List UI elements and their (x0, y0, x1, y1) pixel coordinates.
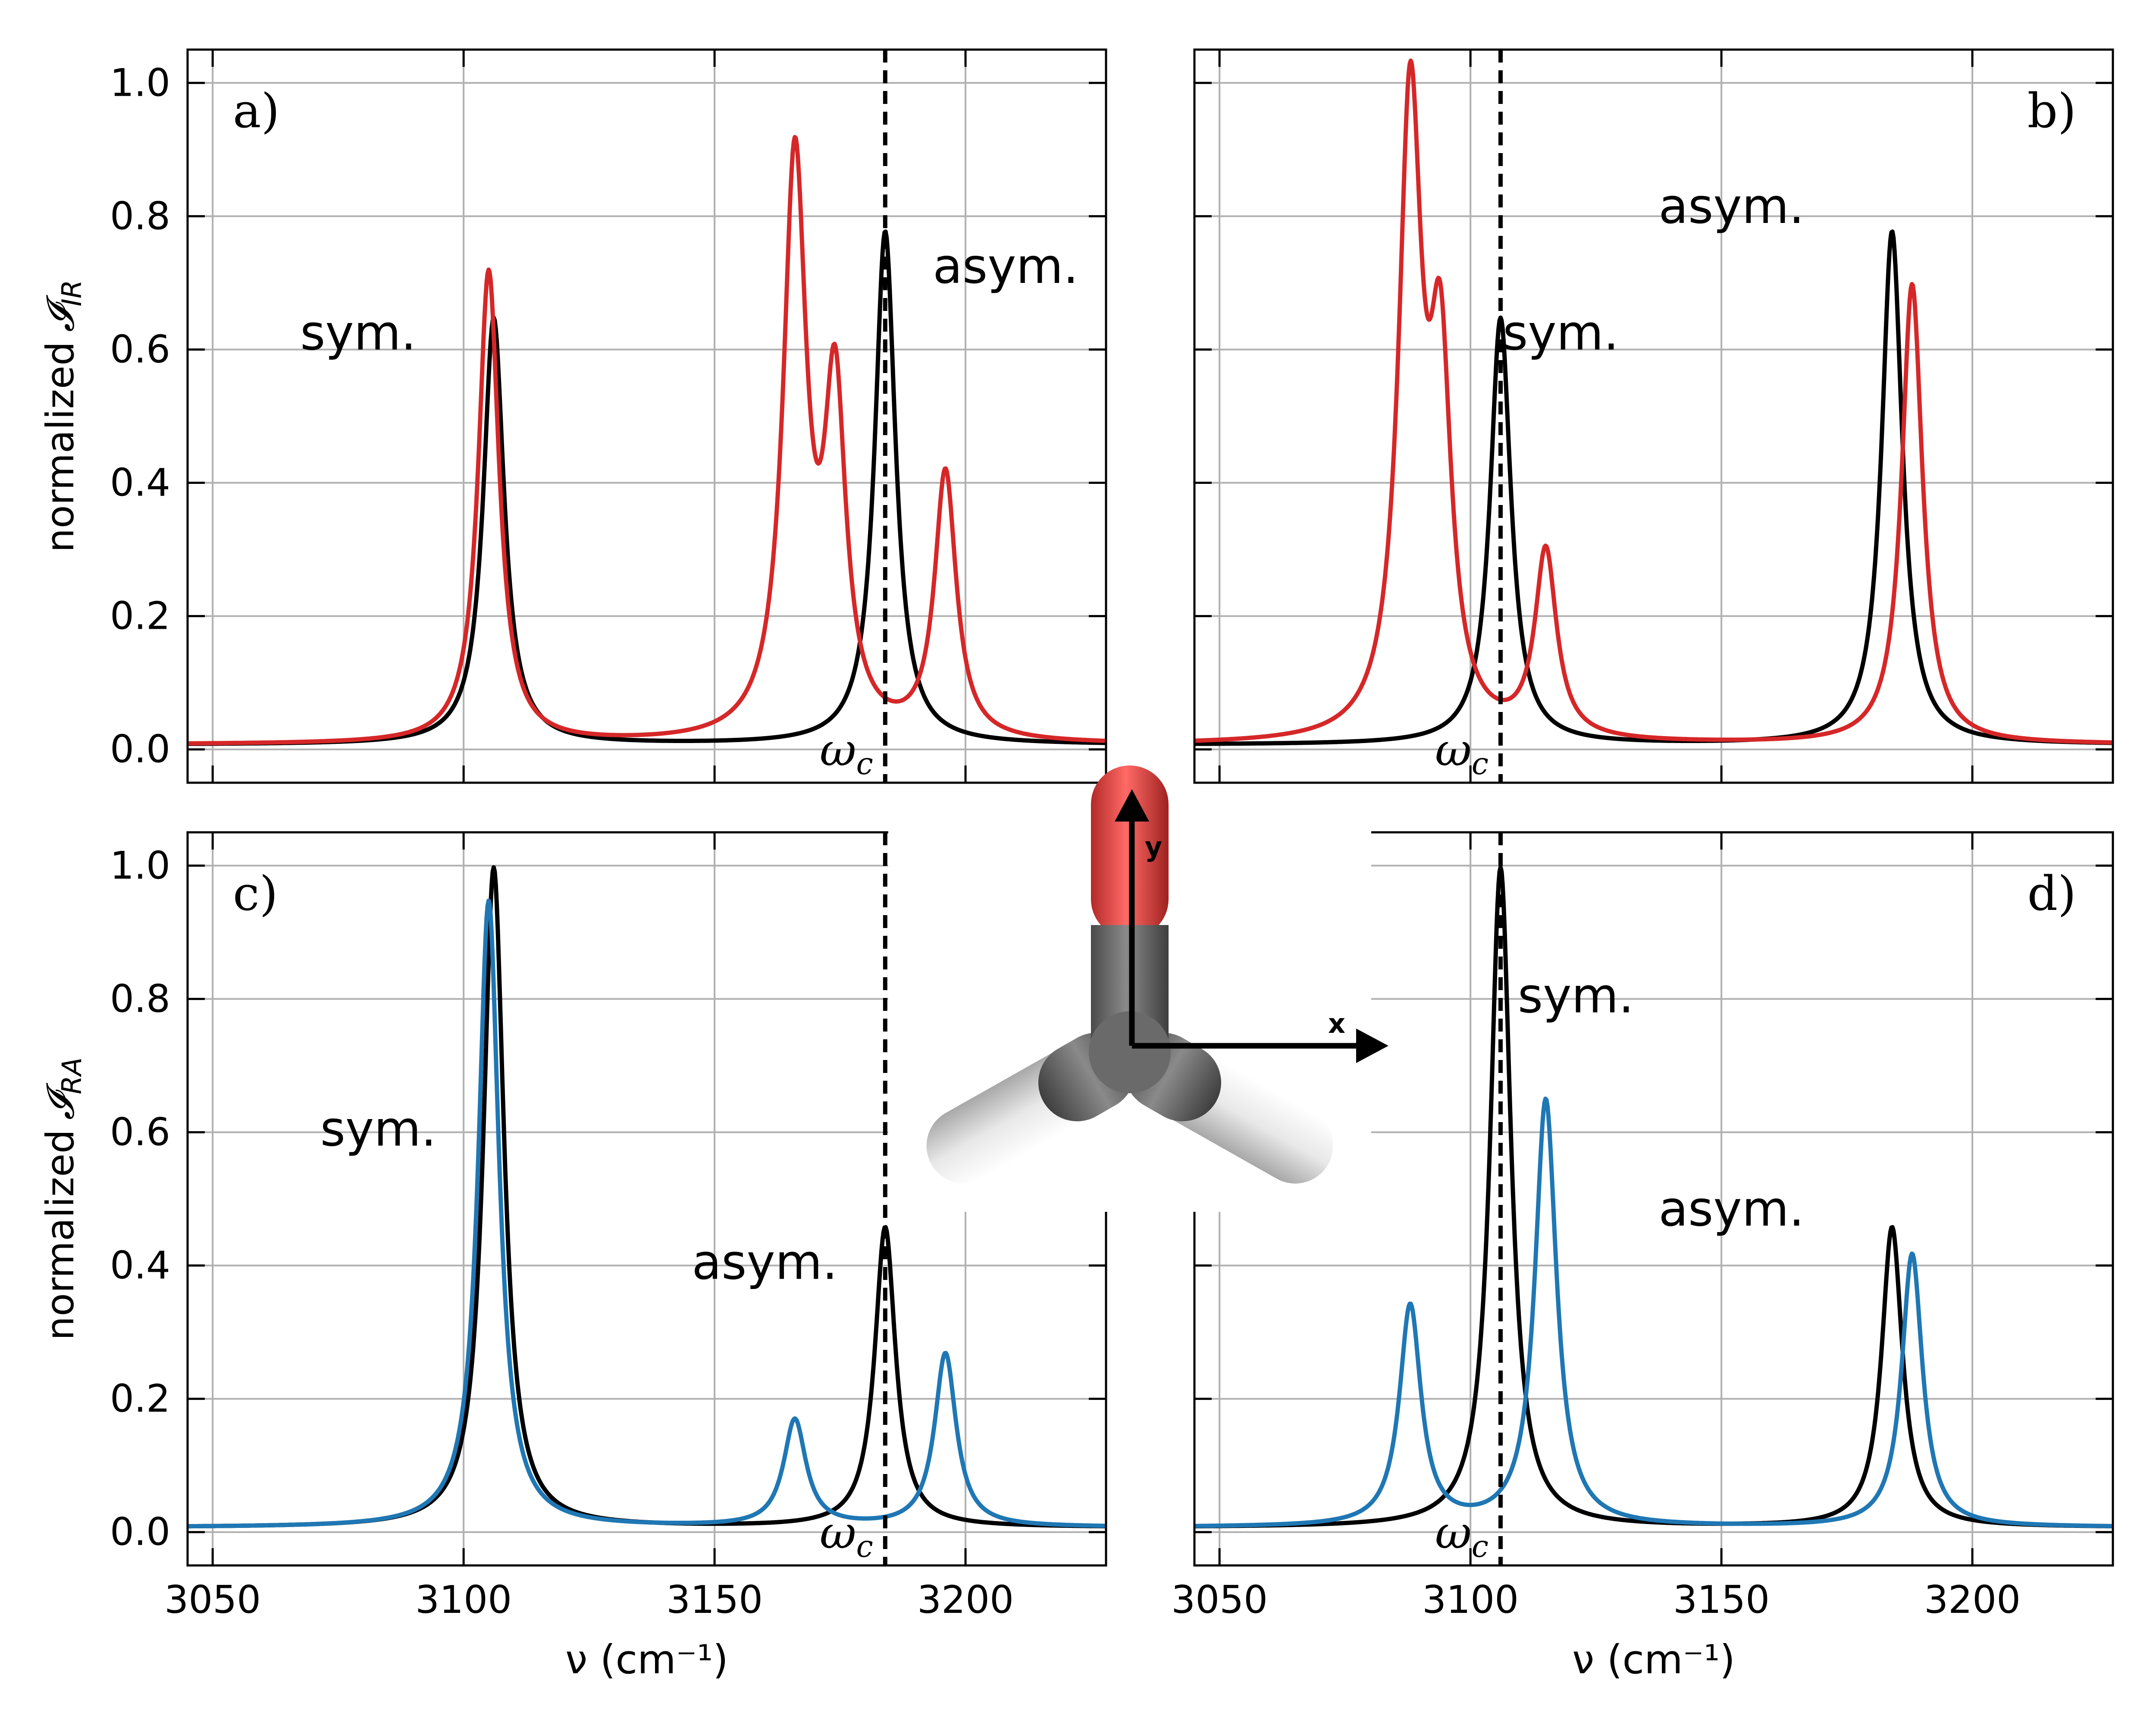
y-axis-arrowhead (1115, 789, 1149, 822)
annotation-label: asym. (692, 1234, 838, 1290)
x-tick-label: 3050 (1171, 1578, 1268, 1622)
y-tick-label: 0.8 (110, 194, 170, 238)
omega-symbol: ω (820, 1506, 856, 1559)
annotation-label: asym. (1658, 1181, 1804, 1237)
y-tick-label: 0.8 (110, 976, 170, 1021)
series-group (1194, 58, 2113, 746)
omega-subscript: c (856, 1529, 873, 1564)
x-axis-label: ν (cm⁻¹) (1572, 1637, 1735, 1683)
series-line-cavity (1194, 58, 2113, 745)
panel-b: ωc b) sym. asym. (1193, 48, 2114, 784)
panel-label: b) (2028, 83, 2076, 138)
x-tick-label: 3150 (666, 1578, 763, 1622)
x-axis-label: ν (cm⁻¹) (565, 1637, 728, 1683)
omega-subscript: c (1472, 746, 1489, 781)
series-group (1194, 865, 2113, 1529)
annotation-label: asym. (1658, 179, 1804, 235)
molecule-inset: yx (888, 765, 1388, 1212)
series-group (188, 135, 1106, 746)
omega-c-label: ωc (1435, 724, 1489, 781)
annotation-label: sym. (1518, 968, 1634, 1024)
annotation-label: sym. (320, 1101, 436, 1157)
series-line-no-cavity (1194, 865, 2113, 1529)
omega-symbol: ω (820, 724, 856, 776)
omega-c-label: ωc (1435, 1506, 1489, 1564)
y-axis-label-subscript: IR (56, 280, 88, 306)
y-axis-label-prefix: normalized (38, 342, 82, 552)
omega-symbol: ω (1435, 1506, 1472, 1559)
x-tick-label: 3200 (1924, 1578, 2021, 1622)
y-tick-label: 0.4 (110, 1243, 170, 1288)
omega-subscript: c (856, 746, 873, 781)
panel-d: 3050 3100 3150 3200 ωc d) sym. asym. ν (cm⁻¹) (1171, 831, 2114, 1683)
y-axis-letter: y (1145, 831, 1162, 862)
x-axis-arrowhead (1356, 1029, 1388, 1063)
panel-label: c) (233, 866, 278, 921)
y-tick-label: 0.2 (110, 594, 170, 638)
series-line-no-cavity (1194, 229, 2113, 746)
axes-frame (1193, 48, 2114, 784)
annotation-label: sym. (1503, 305, 1619, 361)
panels: 0.00.20.40.60.81.0ωca)sym.asym.normalize… (38, 48, 2114, 1683)
annotation-label: sym. (300, 305, 416, 361)
x-tick-label: 3050 (164, 1578, 261, 1622)
omega-c-label: ωc (820, 1506, 873, 1564)
panel-c: 0.0 0.2 0.4 0.6 0.8 1.0 3050 3100 3150 3200 ωc c) sy… (38, 831, 1107, 1683)
y-tick-label: 0.2 (110, 1377, 170, 1421)
carbon-center (1089, 1011, 1171, 1093)
omega-symbol: ω (1435, 724, 1472, 776)
x-axis-letter: x (1328, 1008, 1345, 1039)
series-line-cavity (188, 135, 1106, 746)
y-tick-label: 0.4 (110, 461, 170, 505)
panel-a: 0.0 0.2 0.4 0.6 0.8 1.0 ωc a) sym. asym. normalize… (38, 48, 1107, 784)
series-line-cavity (1194, 1096, 2113, 1528)
series-line-cavity (188, 898, 1106, 1529)
y-axis-label: normalized𝓘IR (38, 280, 88, 552)
x-tick-label: 3100 (415, 1578, 512, 1622)
panel-label: a) (233, 83, 280, 138)
axes-frame (186, 48, 1107, 784)
y-tick-label: 1.0 (110, 60, 170, 105)
x-tick-label: 3150 (1673, 1578, 1770, 1622)
omega-c-label: ωc (820, 724, 873, 781)
x-tick-label: 3200 (917, 1578, 1014, 1622)
y-axis-label-subscript: RA (56, 1057, 88, 1095)
x-tick-label: 3100 (1422, 1578, 1519, 1622)
annotation-label: asym. (933, 238, 1078, 295)
y-tick-label: 0.0 (110, 1510, 170, 1554)
y-tick-label: 0.6 (110, 1110, 170, 1154)
y-tick-label: 1.0 (110, 843, 170, 888)
y-axis-label-prefix: normalized (38, 1129, 82, 1340)
omega-subscript: c (1472, 1529, 1489, 1564)
y-tick-label: 0.6 (110, 327, 170, 371)
series-group (188, 865, 1106, 1529)
panel-label: d) (2028, 866, 2076, 921)
y-tick-label: 0.0 (110, 727, 170, 772)
y-axis-label: normalized𝓘RA (38, 1057, 88, 1340)
